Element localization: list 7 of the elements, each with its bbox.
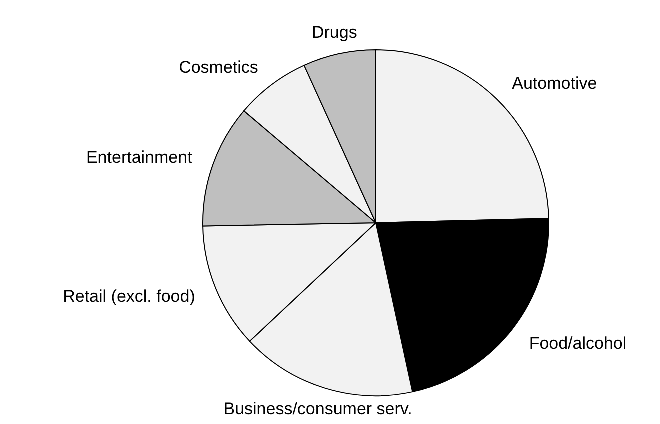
slice-label: Entertainment bbox=[86, 148, 193, 168]
slice-label: Drugs bbox=[312, 22, 358, 42]
slice-label: Retail (excl. food) bbox=[63, 286, 196, 306]
slice-label: Business/consumer serv. bbox=[224, 400, 412, 419]
slice-label: Food/alcohol bbox=[529, 334, 627, 353]
slice-label: Automotive bbox=[512, 74, 598, 93]
slice-label: Cosmetics bbox=[179, 58, 258, 77]
